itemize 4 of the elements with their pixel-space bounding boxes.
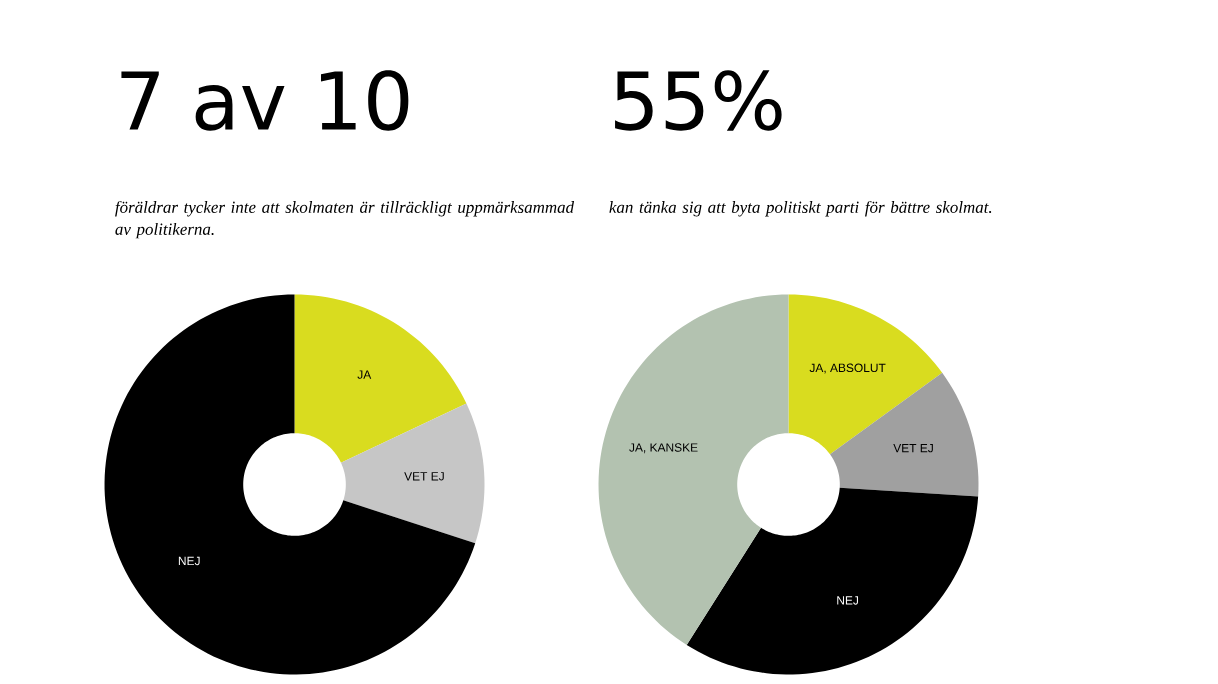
chart-title: 7 av 10 (121, 70, 409, 131)
chart-subtitle: föräldrar tycker inte att skolmaten är tillräckligt uppmärksammad av politikerna. (115, 200, 575, 239)
chart-title: 55% (615, 70, 782, 131)
chart-subtitle: kan tänka sig att byta politiskt parti för bättre skolmat. (609, 200, 992, 217)
